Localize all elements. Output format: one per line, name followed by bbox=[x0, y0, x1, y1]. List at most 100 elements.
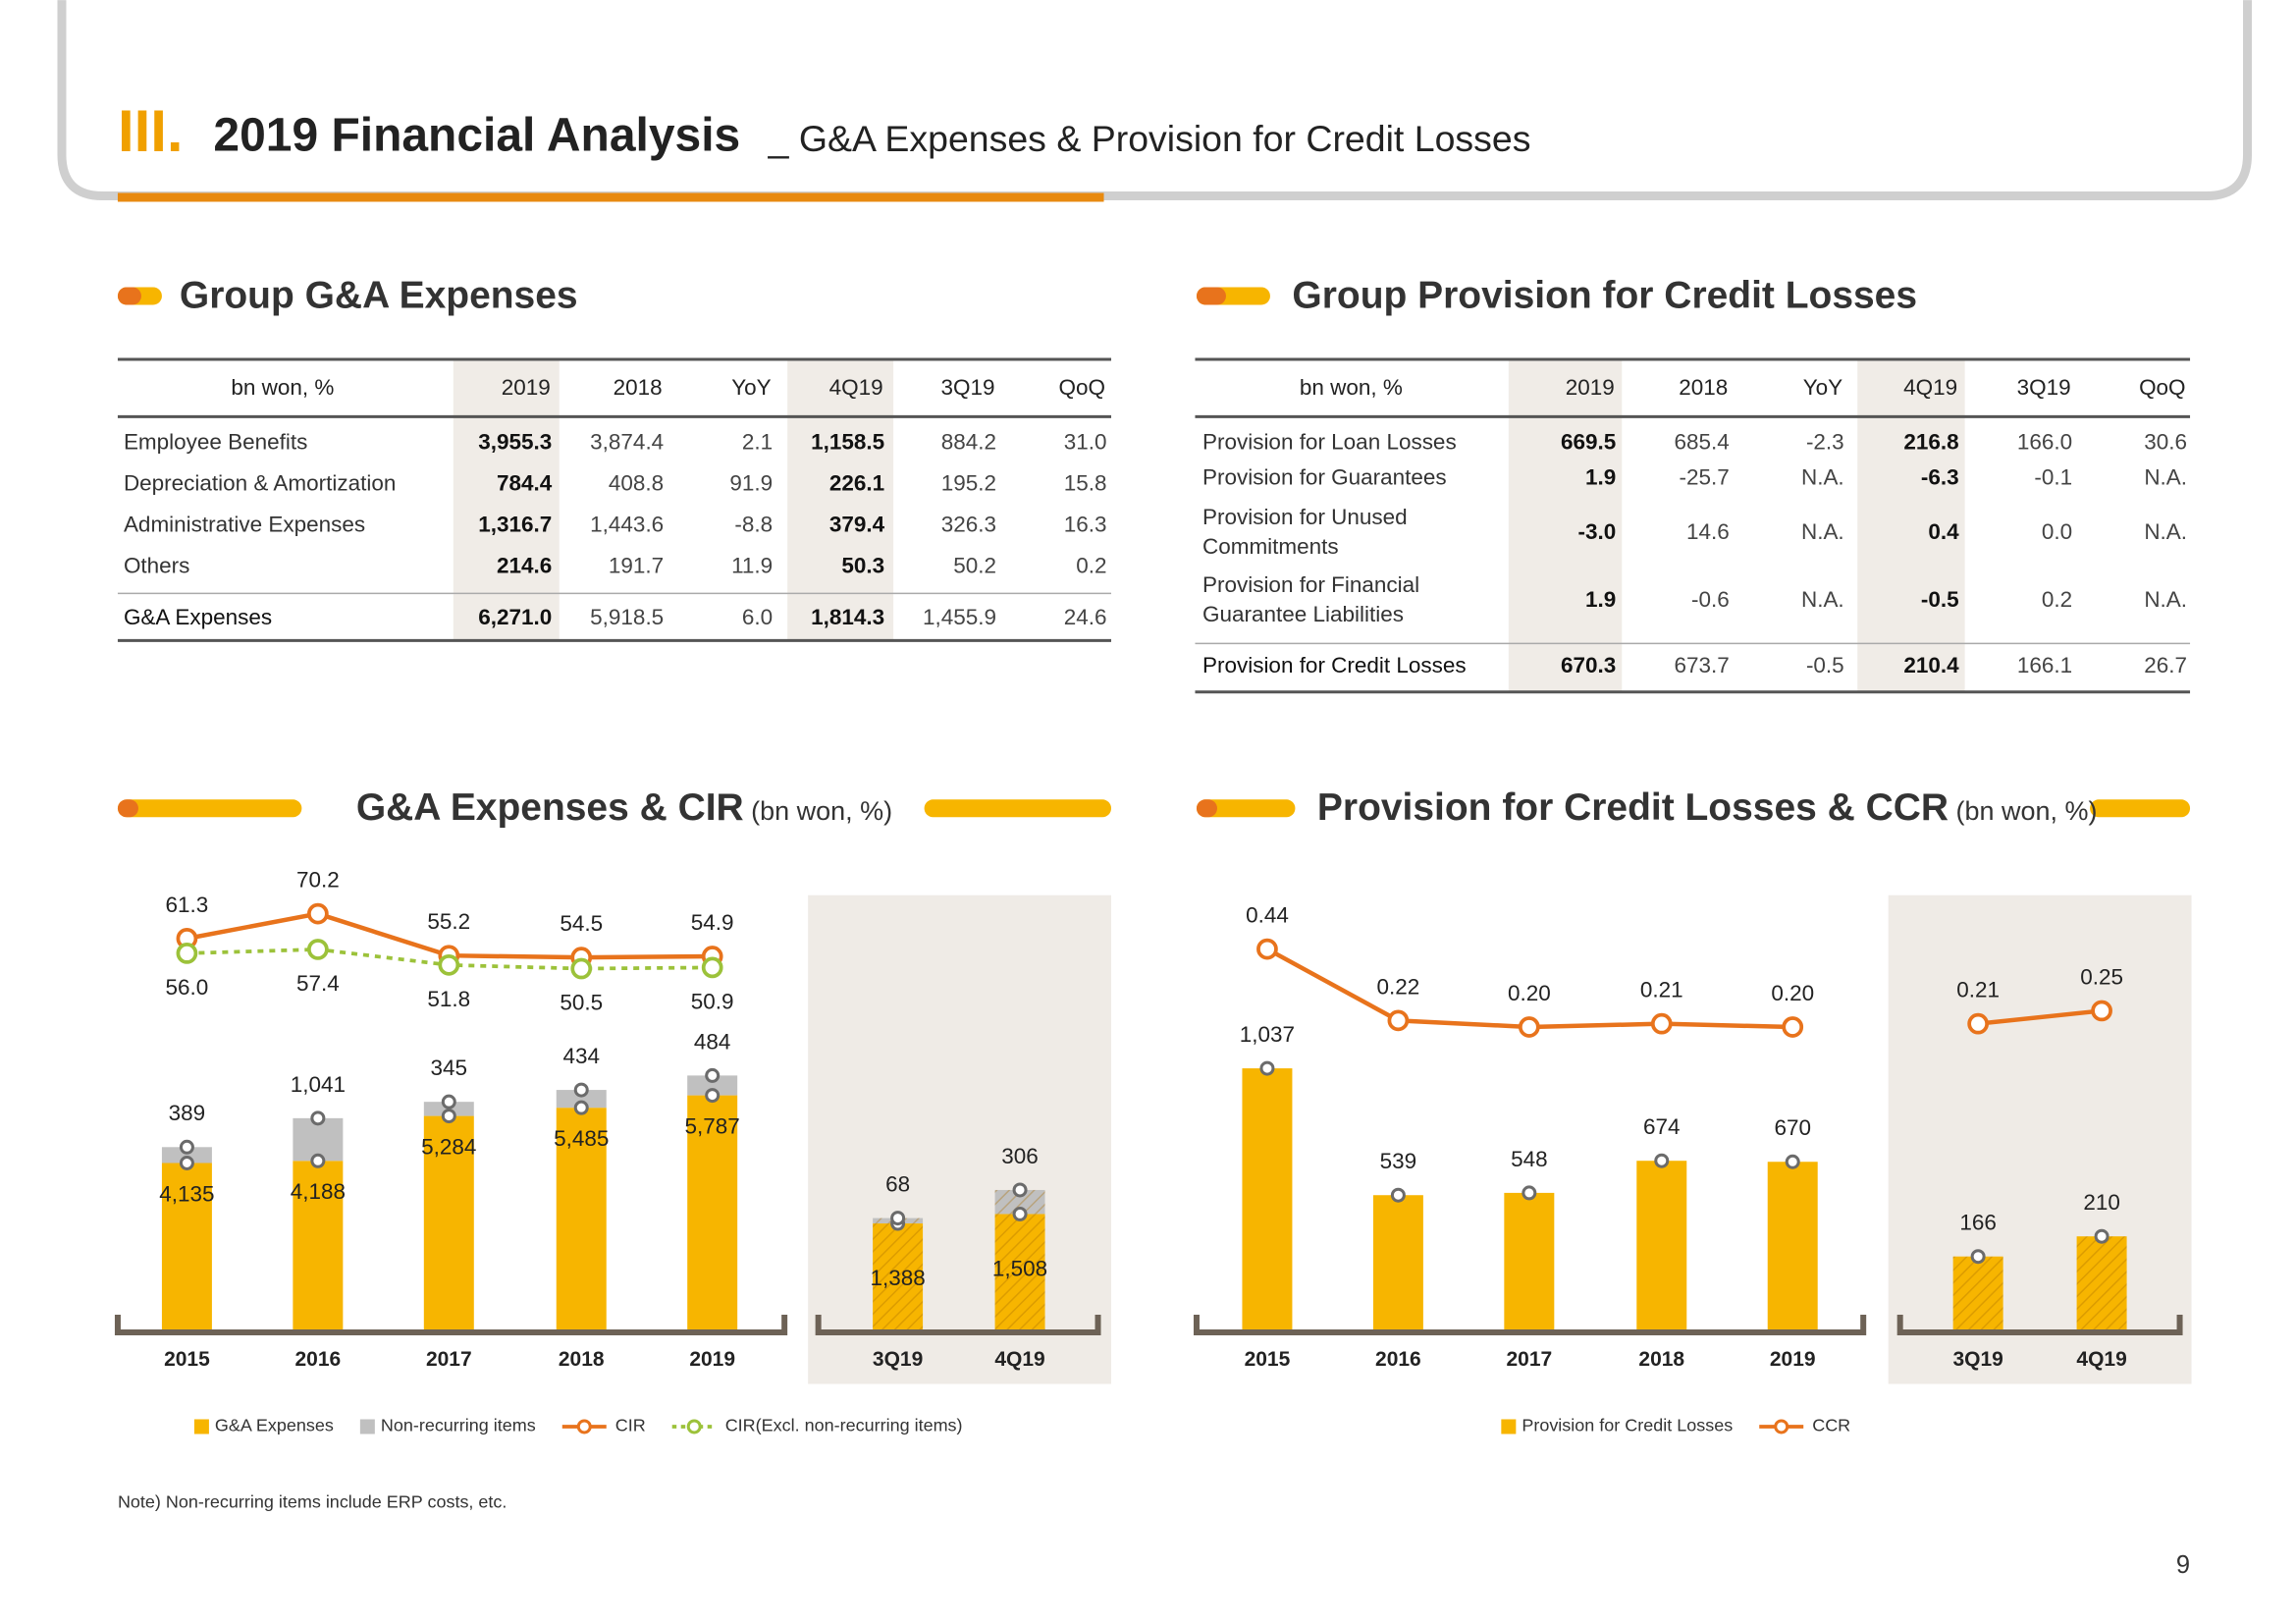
data-label: 1,388 bbox=[870, 1266, 925, 1290]
bar bbox=[1952, 1256, 2003, 1333]
column-shade bbox=[787, 358, 894, 641]
data-label: 55.2 bbox=[427, 909, 470, 934]
bar bbox=[1504, 1192, 1555, 1333]
data-label: 210 bbox=[2083, 1190, 2120, 1215]
panel-background bbox=[1888, 894, 2192, 1384]
heading-icon bbox=[1196, 287, 1226, 305]
table-cell: 0.0 bbox=[2042, 519, 2072, 544]
chart-decor bbox=[924, 799, 1112, 818]
table-cell: 6.0 bbox=[742, 605, 773, 629]
table-cell: 685.4 bbox=[1674, 429, 1729, 454]
chart-decor bbox=[2090, 799, 2191, 818]
data-label: 56.0 bbox=[166, 975, 209, 1000]
bar bbox=[687, 1075, 738, 1096]
line-marker bbox=[701, 956, 723, 979]
table-cell: 16.3 bbox=[1064, 512, 1107, 536]
table-cell: N.A. bbox=[2144, 519, 2187, 544]
x-tick-label: 2017 bbox=[1506, 1348, 1552, 1371]
row-label: G&A Expenses bbox=[124, 605, 272, 629]
column-header: bn won, % bbox=[231, 375, 334, 400]
data-label: 670 bbox=[1774, 1115, 1811, 1140]
data-label: 0.20 bbox=[1771, 981, 1814, 1005]
data-label: 345 bbox=[431, 1056, 468, 1080]
table-cell: 216.8 bbox=[1903, 429, 1958, 454]
bar-marker bbox=[705, 1088, 721, 1104]
table-cell: 210.4 bbox=[1903, 653, 1959, 677]
bar bbox=[1372, 1195, 1423, 1333]
legend-marker bbox=[686, 1419, 702, 1435]
data-label: 68 bbox=[885, 1172, 910, 1197]
line bbox=[1977, 1008, 2103, 1026]
bar-marker bbox=[1522, 1185, 1537, 1201]
data-label: 0.22 bbox=[1377, 974, 1420, 999]
table-cell: 1.9 bbox=[1585, 587, 1616, 612]
row-label: Others bbox=[124, 553, 189, 577]
data-label: 5,787 bbox=[685, 1114, 740, 1139]
data-label: 0.21 bbox=[1956, 978, 2000, 1002]
table-cell: 1,316.7 bbox=[478, 512, 552, 536]
bar-marker bbox=[1785, 1154, 1800, 1169]
data-label: 54.5 bbox=[560, 911, 603, 936]
data-label: 0.20 bbox=[1508, 981, 1551, 1005]
table-cell: 784.4 bbox=[497, 470, 553, 495]
bar-marker bbox=[441, 1109, 456, 1124]
x-tick-label: 2015 bbox=[1245, 1348, 1291, 1371]
table-cell: 24.6 bbox=[1064, 605, 1107, 629]
data-label: 1,041 bbox=[291, 1072, 346, 1097]
line-marker bbox=[1967, 1012, 1990, 1035]
data-label: 50.9 bbox=[691, 989, 734, 1013]
page-title: 2019 Financial Analysis bbox=[213, 110, 740, 162]
table-cell: 31.0 bbox=[1064, 429, 1107, 454]
line-marker bbox=[1650, 1012, 1673, 1035]
axis-bracket bbox=[1193, 1315, 1867, 1336]
table-cell: 1,443.6 bbox=[590, 512, 664, 536]
chart-decor bbox=[1196, 799, 1217, 818]
column-shade bbox=[1508, 358, 1623, 692]
table-cell: 0.4 bbox=[1928, 519, 1959, 544]
legend-swatch bbox=[1501, 1419, 1517, 1435]
x-tick-label: 3Q19 bbox=[1952, 1348, 2002, 1371]
bar bbox=[161, 1147, 212, 1164]
line-marker bbox=[176, 943, 198, 964]
row-label: Provision for Credit Losses bbox=[1202, 653, 1467, 677]
bar-marker bbox=[1012, 1182, 1028, 1198]
table-cell: 91.9 bbox=[729, 470, 773, 495]
data-label: 434 bbox=[562, 1044, 600, 1068]
x-tick-label: 2015 bbox=[164, 1348, 210, 1371]
table-cell: -0.5 bbox=[1806, 653, 1844, 677]
bar-marker bbox=[179, 1139, 194, 1155]
bar-marker bbox=[1259, 1060, 1275, 1076]
table-cell: 884.2 bbox=[941, 429, 996, 454]
bar bbox=[873, 1223, 924, 1333]
data-label: 674 bbox=[1643, 1114, 1681, 1139]
row-label: Employee Benefits bbox=[124, 429, 307, 454]
axis-bracket bbox=[815, 1315, 1101, 1336]
column-header: QoQ bbox=[1059, 375, 1105, 400]
data-label: 539 bbox=[1380, 1149, 1417, 1173]
data-label: 1,508 bbox=[992, 1256, 1047, 1280]
table-cell: 11.9 bbox=[731, 553, 773, 577]
legend-swatch bbox=[359, 1419, 375, 1435]
row-label: Provision for Financial bbox=[1202, 572, 1419, 597]
x-tick-label: 3Q19 bbox=[873, 1348, 923, 1371]
data-label: 5,284 bbox=[421, 1134, 476, 1159]
table-cell: 50.3 bbox=[841, 553, 884, 577]
line-marker bbox=[438, 953, 460, 976]
section-number: III. bbox=[118, 98, 184, 164]
data-label: 5,485 bbox=[554, 1126, 609, 1151]
x-tick-label: 2016 bbox=[1375, 1348, 1421, 1371]
data-label: 57.4 bbox=[296, 971, 340, 996]
data-label: 4,188 bbox=[291, 1179, 346, 1204]
data-label: 50.5 bbox=[560, 990, 603, 1014]
table-cell: 14.6 bbox=[1686, 519, 1730, 544]
x-tick-label: 2018 bbox=[1638, 1348, 1684, 1371]
bar-marker bbox=[1390, 1187, 1406, 1203]
legend-label: G&A Expenses bbox=[215, 1416, 334, 1435]
bar-marker bbox=[573, 1100, 589, 1115]
legend-label: Non-recurring items bbox=[381, 1416, 536, 1435]
table-cell: 1.9 bbox=[1585, 464, 1616, 489]
bar-marker bbox=[1970, 1249, 1986, 1265]
table-cell: 226.1 bbox=[829, 470, 884, 495]
bar-marker bbox=[1012, 1206, 1028, 1221]
chart-unit: (bn won, %) bbox=[1956, 796, 2098, 826]
